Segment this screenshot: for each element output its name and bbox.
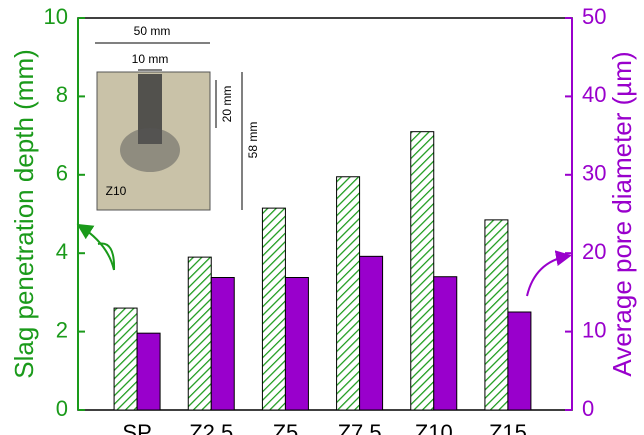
bar — [187, 256, 212, 411]
bar — [113, 307, 138, 411]
y2-tick-label: 20 — [582, 239, 606, 264]
bar — [359, 255, 384, 411]
y-tick-label: 4 — [56, 239, 68, 264]
y2-tick-label: 40 — [582, 82, 606, 107]
bar — [136, 332, 161, 411]
x-tick-label: Z10 — [415, 420, 453, 435]
y2-tick-label: 30 — [582, 161, 606, 186]
bar — [336, 176, 361, 411]
y-tick-label: 0 — [56, 396, 68, 421]
inset-stain — [120, 128, 180, 172]
inset — [95, 42, 243, 211]
x-tick-label: SP — [122, 420, 151, 435]
bar — [261, 207, 286, 411]
y-tick-label: 10 — [44, 4, 68, 29]
y-axis-title: Slag penetration depth (mm) — [9, 49, 39, 379]
y2-tick-label: 50 — [582, 4, 606, 29]
y2-tick-label: 10 — [582, 317, 606, 342]
arrow — [76, 223, 115, 271]
x-tick-label: Z5 — [273, 420, 299, 435]
y2-axis-title: Average pore diameter (µm) — [607, 51, 637, 376]
arrow — [97, 242, 116, 271]
annotation: 58 mm — [246, 122, 260, 159]
annotation: 10 mm — [132, 52, 169, 66]
y-tick-label: 8 — [56, 82, 68, 107]
x-tick-label: Z2.5 — [189, 420, 233, 435]
annotation: Z10 — [106, 184, 127, 198]
bar — [284, 277, 309, 411]
bar — [210, 277, 235, 411]
x-tick-label: Z7.5 — [338, 420, 382, 435]
bar — [433, 276, 458, 411]
arrow — [526, 250, 572, 297]
annotation: 50 mm — [134, 24, 171, 38]
bar — [507, 311, 532, 411]
y2-tick-label: 0 — [582, 396, 594, 421]
x-tick-label: Z15 — [489, 420, 527, 435]
annotation: 20 mm — [220, 86, 234, 123]
bar — [410, 131, 435, 411]
y-tick-label: 6 — [56, 161, 68, 186]
y-tick-label: 2 — [56, 317, 68, 342]
bar — [484, 219, 509, 411]
